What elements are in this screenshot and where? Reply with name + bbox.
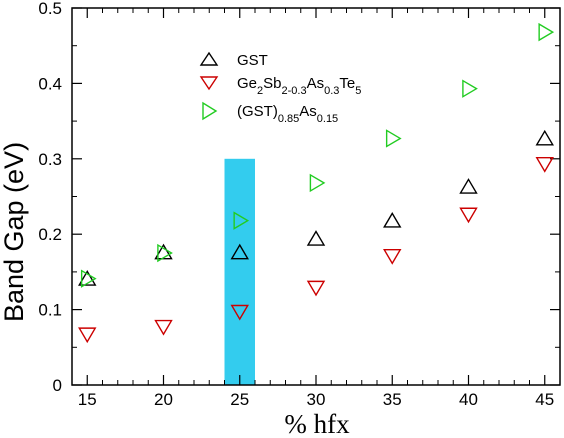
- y-tick-label: 0.2: [38, 225, 62, 244]
- data-point-series-1: [306, 230, 326, 246]
- x-tick-label: 25: [230, 390, 249, 409]
- data-point-series-3: [385, 129, 402, 148]
- y-tick-label: 0.1: [38, 301, 62, 320]
- data-point-series-1: [535, 129, 554, 146]
- legend-entry-as-doped: Ge2Sb2-0.3As0.3Te5: [199, 75, 361, 97]
- data-point-series-2: [78, 327, 97, 344]
- y-tick-label: 0: [53, 376, 62, 395]
- x-axis-label: % hfx: [284, 409, 350, 438]
- x-tick-label: 20: [154, 390, 173, 409]
- axis-ticks: [71, 7, 561, 386]
- data-point-series-3: [80, 269, 97, 288]
- x-tick-label: 30: [307, 390, 326, 409]
- y-axis-label: Band Gap (eV): [0, 142, 29, 322]
- y-tick-label: 0.4: [38, 74, 62, 93]
- legend-entry-gst: GST: [199, 51, 268, 69]
- data-point-series-1: [459, 178, 478, 194]
- data-point-series-1: [230, 243, 249, 260]
- tick-labels: 15 20 25 30 35 40 45 0 0.1 0.2 0.3 0.4 0.5: [38, 0, 554, 409]
- y-tick-label: 0.3: [38, 150, 62, 169]
- data-point-series-2: [535, 157, 554, 173]
- x-tick-label: 15: [78, 390, 97, 409]
- x-tick-label: 45: [535, 390, 554, 409]
- data-point-series-2: [154, 319, 173, 336]
- data-point-series-3: [309, 173, 326, 193]
- legend-entry-gst-as: (GST)0.85As0.15: [202, 101, 338, 125]
- plot-frame: [71, 7, 561, 386]
- legend-label-gst-as: (GST)0.85As0.15: [237, 103, 338, 125]
- data-point-series-3: [462, 79, 478, 98]
- highlight-band: [224, 158, 255, 385]
- legend-label-gst: GST: [237, 52, 268, 69]
- legend-marker-gst: [199, 51, 219, 66]
- legend-marker-as-doped: [199, 76, 219, 91]
- data-point-series-2: [383, 249, 402, 265]
- data-point-series-3: [538, 22, 555, 42]
- data-point-series-1: [78, 270, 97, 286]
- data-point-series-1: [154, 243, 173, 260]
- data-point-series-3: [233, 211, 250, 230]
- x-tick-label: 35: [383, 390, 402, 409]
- y-tick-label: 0.5: [38, 0, 62, 18]
- x-tick-label: 40: [459, 390, 478, 409]
- legend: GST Ge2Sb2-0.3As0.3Te5 (GST)0.85As0.15: [199, 51, 361, 125]
- legend-label-as-doped: Ge2Sb2-0.3As0.3Te5: [237, 75, 361, 97]
- data-point-series-2: [230, 304, 249, 321]
- data-point-series-2: [306, 280, 326, 297]
- legend-marker-gst-as: [202, 101, 218, 121]
- data-point-series-3: [157, 243, 173, 263]
- data-point-series-2: [459, 207, 478, 224]
- data-markers: [78, 22, 555, 344]
- data-point-series-1: [383, 212, 402, 228]
